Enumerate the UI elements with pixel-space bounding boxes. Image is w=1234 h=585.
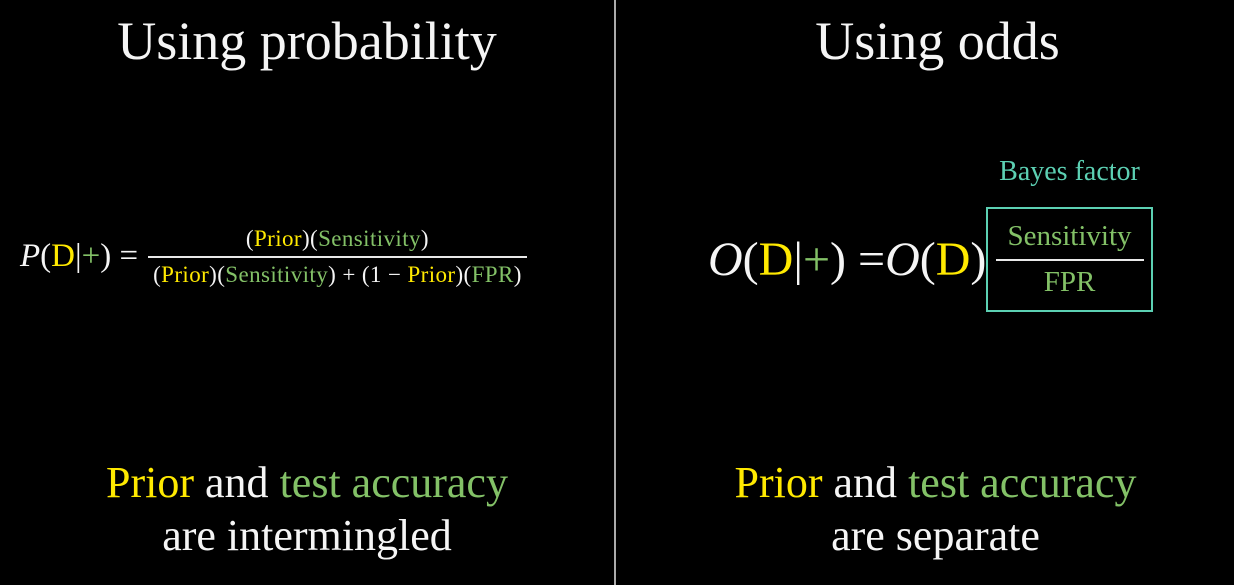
sensitivity-term: Sensitivity [225, 261, 329, 287]
one-minus-text: ) + (1 − [328, 261, 408, 287]
paren: ) [420, 226, 429, 251]
fraction-numerator: (Prior)(Sensitivity) [241, 224, 434, 254]
fraction-bar [148, 255, 527, 258]
symbol-O: O [708, 233, 743, 286]
symbol-plus-test: + [81, 238, 101, 275]
fraction-denominator: (Prior)(Sensitivity) + (1 − Prior)(FPR) [148, 260, 527, 290]
symbol-D: D [758, 233, 794, 286]
and-word: and [194, 458, 280, 507]
paren: ( [245, 226, 254, 251]
box-denominator-fpr: FPR [1043, 265, 1096, 298]
bayes-factor-label: Bayes factor [999, 156, 1140, 187]
paren: )( [455, 261, 472, 287]
paren: ( [153, 261, 162, 287]
symbol-O: O [885, 233, 920, 286]
bayes-factor-box: Sensitivity FPR [986, 207, 1153, 312]
and-word: and [822, 458, 909, 507]
prior-term: Prior [253, 226, 302, 251]
left-caption-line2: are intermingled [162, 511, 452, 560]
test-accuracy-word: test accuracy [908, 458, 1137, 507]
odds-formula: O(D | +) = O(D) [708, 207, 986, 312]
open-paren: ( [742, 233, 759, 286]
left-caption-line1: Prior and test accuracy [0, 456, 614, 509]
symbol-plus-test: + [802, 233, 831, 286]
open-paren: ( [40, 238, 52, 275]
symbol-P: P [20, 238, 41, 275]
probability-formula: P(D|+) = (Prior)(Sensitivity) (Prior)(Se… [20, 224, 527, 290]
box-fraction-bar [995, 258, 1144, 261]
prior-word: Prior [106, 458, 195, 507]
prior-term: Prior [161, 261, 210, 287]
right-caption-line1: Prior and test accuracy [627, 456, 1234, 509]
paren: )( [209, 261, 226, 287]
prior-term: Prior [407, 261, 456, 287]
symbol-D: D [935, 233, 971, 286]
close-paren-equals: ) = [830, 233, 886, 286]
paren: ) [513, 261, 522, 287]
right-column-title: Using odds [815, 11, 1060, 71]
left-column-title: Using probability [117, 11, 497, 71]
close-paren-equals: ) = [100, 238, 139, 275]
prior-word: Prior [734, 458, 823, 507]
symbol-D: D [51, 238, 76, 275]
left-caption: Prior and test accuracy are intermingled [0, 456, 614, 562]
box-numerator-sensitivity: Sensitivity [1007, 220, 1132, 253]
close-paren: ) [970, 233, 987, 286]
test-accuracy-word: test accuracy [279, 458, 508, 507]
column-divider [614, 0, 616, 585]
fpr-term: FPR [471, 261, 514, 287]
conditional-bar: | [793, 233, 803, 286]
probability-formula-lhs: P(D|+) = [20, 238, 138, 275]
right-caption: Prior and test accuracy are separate [627, 456, 1234, 562]
open-paren: ( [919, 233, 936, 286]
sensitivity-term: Sensitivity [318, 226, 421, 251]
right-caption-line2: are separate [831, 511, 1040, 560]
conditional-bar: | [75, 238, 82, 275]
paren: )( [301, 226, 319, 251]
probability-fraction: (Prior)(Sensitivity) (Prior)(Sensitivity… [148, 224, 527, 290]
